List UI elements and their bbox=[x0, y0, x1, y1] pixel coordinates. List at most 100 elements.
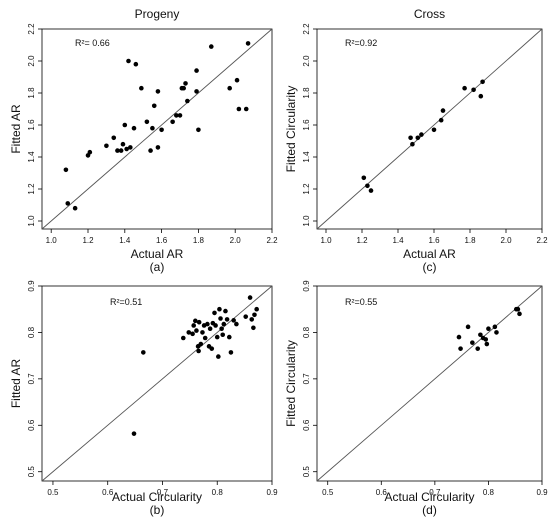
panel-3-y-tick-label: 0.8 bbox=[27, 326, 36, 338]
panel-3-data-point bbox=[212, 310, 217, 316]
panel-4-data-point bbox=[486, 326, 491, 332]
panel-3-data-point bbox=[216, 354, 221, 359]
panel-2-caption: (c) bbox=[423, 260, 437, 274]
panel-1-y-tick-label: 1.4 bbox=[27, 151, 36, 163]
panel-4-data-point bbox=[458, 346, 463, 351]
panel-4-data-point bbox=[470, 340, 475, 345]
panel-1-y-axis-label: Fitted AR bbox=[9, 104, 23, 154]
panel-3-data-point bbox=[194, 328, 199, 333]
panel-3-x-tick-label: 0.6 bbox=[102, 488, 114, 497]
panel-2-y-tick-label: 1.4 bbox=[302, 151, 311, 163]
panel-3-data-point bbox=[196, 319, 202, 325]
panel-1-data-point bbox=[194, 68, 199, 73]
panel-1-data-point bbox=[65, 201, 71, 206]
panel-1-data-point bbox=[72, 205, 78, 211]
panel-4-x-tick-label: 0.7 bbox=[429, 488, 441, 497]
panel-1-data-point bbox=[148, 148, 153, 153]
panel-4-y-tick-label: 0.9 bbox=[302, 280, 311, 292]
panel-3-data-point bbox=[202, 335, 208, 341]
panel-1-data-point bbox=[227, 85, 232, 91]
panel-4-data-point bbox=[478, 332, 483, 338]
panel-2-x-tick-label: 1.2 bbox=[356, 236, 368, 245]
panel-3-data-point bbox=[180, 335, 186, 341]
panel-2-data-point bbox=[361, 175, 367, 181]
panel-3-data-point bbox=[207, 326, 213, 332]
panel-3-y-axis-label: Fitted AR bbox=[9, 358, 23, 408]
panel-4-data-point bbox=[492, 324, 498, 330]
panel-1-data-point bbox=[155, 89, 161, 94]
panel-3-data-point bbox=[191, 323, 196, 328]
panel-2-data-point bbox=[410, 141, 415, 147]
panel-1-r-squared-label: R²= 0.66 bbox=[75, 38, 110, 48]
panel-3-data-point bbox=[196, 348, 201, 354]
panel-3-data-point bbox=[243, 314, 249, 319]
panel-4-y-tick-label: 0.5 bbox=[302, 466, 311, 478]
panel-2-x-tick-label: 1.6 bbox=[428, 236, 440, 245]
panel-1-data-point bbox=[124, 146, 129, 152]
panel-1-data-point bbox=[131, 125, 137, 131]
panel-2-reference-line bbox=[316, 28, 543, 230]
panel-2-y-axis-label: Fitted Circularity bbox=[284, 86, 298, 173]
panel-1-data-point bbox=[87, 149, 93, 155]
panel-1-x-tick-label: 1.0 bbox=[46, 236, 58, 245]
panel-2-x-tick-label: 1.8 bbox=[464, 236, 476, 245]
panel-1-y-tick-label: 1.0 bbox=[27, 215, 36, 227]
panel-3-reference-line bbox=[41, 285, 273, 482]
panel-3-plot-frame bbox=[41, 285, 273, 482]
panel-3-data-point bbox=[200, 330, 205, 335]
panel-3-data-point bbox=[223, 308, 228, 314]
panel-1-y-tick-label: 2.2 bbox=[27, 23, 36, 35]
panel-3-x-tick-label: 0.7 bbox=[157, 488, 169, 497]
panel-3-data-point bbox=[226, 334, 232, 340]
panel-2-y-tick-label: 2.2 bbox=[302, 23, 311, 35]
panel-1-data-point bbox=[170, 119, 175, 125]
panel-2-data-point bbox=[478, 93, 484, 99]
panel-3-data-point bbox=[217, 306, 222, 312]
panel-1-data-point bbox=[120, 141, 126, 147]
panel-1-reference-line bbox=[41, 28, 273, 230]
panel-2-x-axis-label: Actual AR bbox=[403, 247, 456, 261]
panel-4-x-tick-label: 0.5 bbox=[322, 488, 334, 497]
panel-2-data-point bbox=[368, 188, 374, 193]
panel-2-plot-frame bbox=[316, 28, 543, 230]
panel-2-y-tick-label: 1.8 bbox=[302, 87, 311, 99]
panel-3-x-tick-label: 0.8 bbox=[212, 488, 224, 497]
panel-2-data-point bbox=[471, 87, 476, 93]
panel-2-y-tick-label: 2.0 bbox=[302, 55, 311, 67]
panel-1-data-point bbox=[196, 127, 201, 133]
panel-1-data-point bbox=[174, 113, 179, 118]
panel-1-data-point bbox=[144, 119, 150, 125]
panel-2-data-point bbox=[415, 135, 421, 141]
panel-4-reference-line bbox=[316, 285, 543, 482]
panel-4-data-point bbox=[456, 334, 462, 340]
panel-2-x-tick-label: 2.0 bbox=[500, 236, 512, 245]
panel-2-data-point bbox=[462, 85, 467, 91]
panel-1-data-point bbox=[126, 58, 131, 64]
panel-4-data-point bbox=[517, 311, 522, 317]
panel-2-data-point bbox=[438, 117, 444, 123]
panel-3-x-axis-label: Actual Circularity bbox=[112, 490, 202, 504]
panel-1-x-axis-label: Actual AR bbox=[131, 247, 184, 261]
panel-1-data-point bbox=[183, 81, 188, 86]
panel-4-x-axis-label: Actual Circularity bbox=[384, 490, 474, 504]
panel-1-data-point bbox=[115, 148, 120, 153]
panel-3-y-tick-label: 0.9 bbox=[27, 280, 36, 292]
panel-2-x-tick-label: 2.2 bbox=[536, 236, 548, 245]
panel-3-data-point bbox=[254, 306, 259, 312]
panel-3-data-point bbox=[198, 341, 204, 347]
panel-4-plot-frame bbox=[316, 285, 543, 482]
panel-4-x-tick-label: 0.8 bbox=[483, 488, 495, 497]
panel-1-x-tick-label: 2.0 bbox=[230, 236, 242, 245]
panel-4-r-squared-label: R²=0.55 bbox=[345, 297, 377, 307]
panel-3-data-point bbox=[220, 332, 226, 338]
panel-3-data-point bbox=[190, 331, 195, 337]
panel-3-data-point bbox=[221, 321, 227, 327]
panel-3-data-point bbox=[193, 318, 198, 324]
panel-4-y-tick-label: 0.6 bbox=[302, 419, 311, 431]
panel-3-data-point bbox=[224, 317, 230, 322]
panel-3-data-point bbox=[247, 295, 253, 300]
panel-2-data-point bbox=[440, 108, 446, 113]
panel-1-data-point bbox=[118, 148, 124, 153]
panel-2-data-point bbox=[431, 127, 437, 133]
